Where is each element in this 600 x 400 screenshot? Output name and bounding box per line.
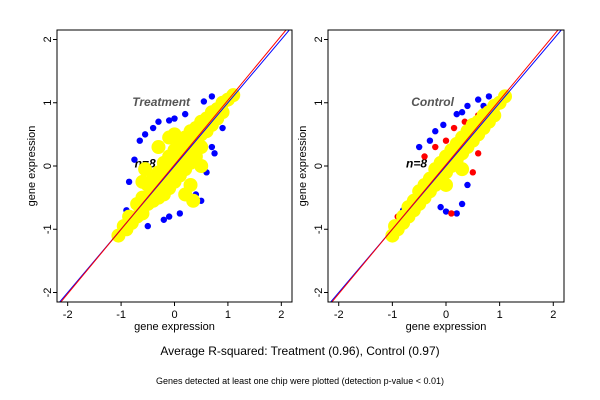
panel-title: Control — [411, 95, 454, 109]
y-tick-label: 0 — [42, 163, 54, 169]
data-point — [442, 208, 450, 215]
panel-control: n=8 Control -2 -1 0 1 2 -2 -1 0 1 2 gene expression g… — [297, 29, 565, 333]
data-point — [208, 143, 216, 151]
data-point — [432, 143, 439, 151]
data-point — [208, 93, 216, 100]
data-point — [450, 124, 458, 132]
x-tick-label: -2 — [63, 309, 73, 321]
caption: Average R-squared: Treatment (0.96), Con… — [160, 344, 440, 358]
data-point — [440, 121, 447, 129]
x-axis-label: gene expression — [406, 321, 487, 333]
data-point — [415, 143, 423, 151]
y-tick-label: 2 — [313, 36, 325, 42]
data-point — [426, 137, 434, 144]
data-point — [165, 117, 173, 124]
data-point — [439, 177, 453, 192]
x-tick-label: 2 — [550, 309, 556, 321]
x-tick-label: 0 — [443, 309, 449, 321]
y-tick-label: -2 — [313, 288, 325, 298]
y-axis-label: gene expression — [297, 126, 309, 207]
data-point — [448, 210, 455, 217]
y-tick-label: -2 — [42, 288, 54, 298]
y-tick-label: 1 — [42, 100, 54, 106]
data-point — [125, 178, 133, 186]
data-point — [149, 124, 157, 132]
plot-area: n=8 — [330, 30, 562, 302]
data-point — [219, 124, 226, 132]
data-point — [151, 140, 166, 155]
data-point — [135, 174, 150, 189]
x-tick-label: -1 — [116, 309, 126, 321]
plot-area: n=8 — [59, 30, 290, 302]
y-axis-label: gene expression — [26, 126, 38, 207]
data-point — [474, 150, 482, 157]
data-point — [469, 169, 477, 176]
data-point — [464, 181, 471, 189]
data-point — [458, 109, 466, 116]
data-point — [131, 156, 138, 163]
data-point — [485, 93, 493, 100]
data-point — [453, 210, 460, 217]
x-tick-label: -1 — [387, 309, 397, 321]
data-point — [211, 150, 218, 157]
data-point — [432, 128, 439, 135]
x-tick-label: 1 — [225, 309, 231, 321]
data-point — [160, 216, 168, 223]
data-point — [464, 102, 471, 110]
data-point — [138, 162, 153, 177]
data-point — [200, 98, 208, 105]
x-tick-label: 1 — [497, 309, 503, 321]
data-point — [487, 108, 502, 123]
data-point — [194, 140, 209, 155]
n-annotation: n=8 — [406, 156, 427, 170]
data-point — [458, 200, 466, 208]
y-tick-label: 2 — [42, 36, 54, 42]
data-point — [144, 222, 151, 230]
reference-line — [60, 30, 287, 302]
data-point — [155, 118, 162, 125]
x-tick-label: -2 — [334, 309, 344, 321]
x-tick-label: 2 — [278, 309, 284, 321]
data-point — [181, 110, 189, 118]
data-point — [215, 105, 230, 120]
data-point — [167, 127, 182, 142]
x-tick-label: 0 — [171, 309, 177, 321]
reference-line — [331, 30, 559, 302]
y-tick-label: 0 — [313, 163, 325, 169]
data-point — [453, 110, 460, 118]
data-point — [176, 210, 184, 217]
data-point — [141, 131, 149, 138]
data-point — [455, 162, 470, 177]
data-point — [171, 115, 178, 122]
panel-title: Treatment — [132, 95, 191, 109]
data-point — [165, 213, 173, 220]
y-tick-label: -1 — [313, 224, 325, 234]
y-tick-label: -1 — [42, 224, 54, 234]
data-point — [437, 203, 444, 211]
data-point — [421, 153, 428, 160]
footnote: Genes detected at least one chip were pl… — [156, 376, 444, 386]
data-point — [474, 96, 482, 103]
x-axis-label: gene expression — [134, 321, 215, 333]
data-point — [442, 137, 450, 144]
data-point — [186, 193, 201, 208]
data-point — [136, 137, 143, 144]
panel-treatment: n=8Treatment -2 -1 0 1 2 -2 -1 0 1 2 gene expressio… — [26, 29, 293, 333]
y-tick-label: 1 — [313, 100, 325, 106]
data-point — [194, 159, 209, 173]
